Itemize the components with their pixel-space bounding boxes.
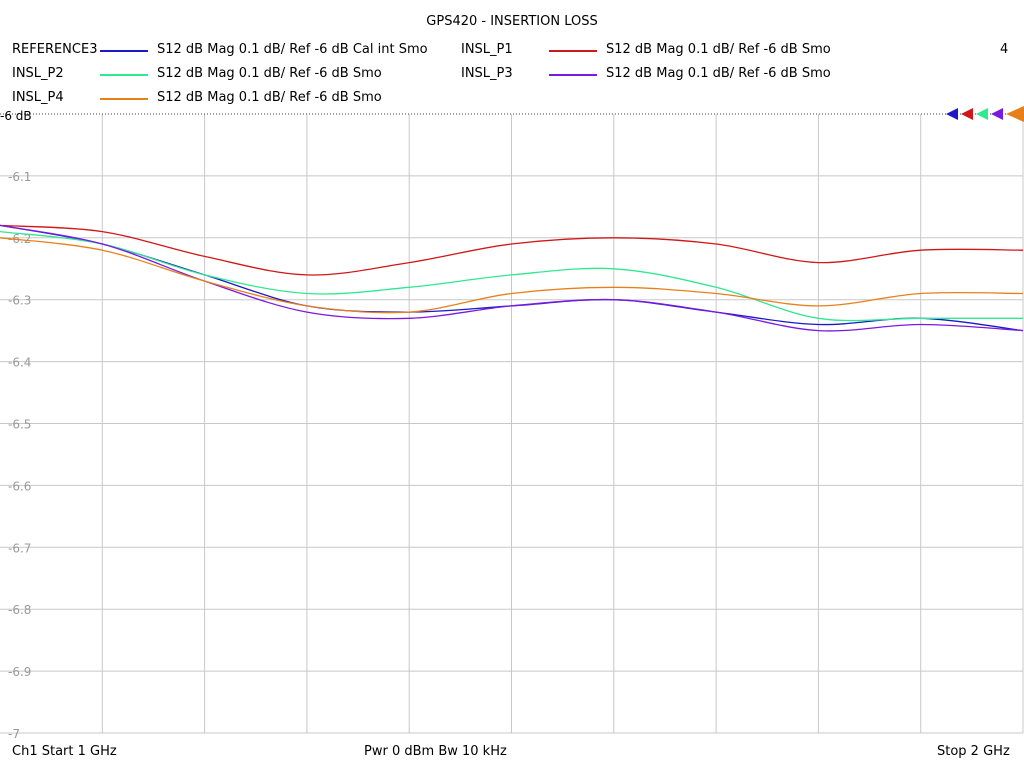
- legend-line-swatch: [549, 74, 597, 76]
- legend-name: INSL_P4: [12, 90, 64, 105]
- series-line-insl-p3: [0, 224, 1024, 332]
- legend-entry-insl-p3[interactable]: INSL_P3 S12 dB Mag 0.1 dB/ Ref -6 dB Smo: [461, 66, 881, 84]
- chart-title: GPS420 - INSERTION LOSS: [426, 14, 598, 29]
- legend-description: S12 dB Mag 0.1 dB/ Ref -6 dB Smo: [157, 90, 382, 105]
- legend-line-swatch: [100, 74, 148, 76]
- y-tick-label: -6.4: [8, 356, 31, 370]
- reference-marker-insl-p4: [1006, 106, 1024, 122]
- y-tick-label: -6.1: [8, 170, 31, 184]
- legend-line-swatch: [549, 50, 597, 52]
- y-tick-label: -6.7: [8, 541, 31, 555]
- legend-description: S12 dB Mag 0.1 dB/ Ref -6 dB Smo: [606, 42, 831, 57]
- footer-stop-frequency: Stop 2 GHz: [937, 744, 1010, 759]
- legend-line-swatch: [100, 50, 148, 52]
- footer-power-bandwidth: Pwr 0 dBm Bw 10 kHz: [364, 744, 507, 759]
- series-line-insl-p4: [0, 237, 1024, 314]
- reference-marker-insl-p2: [976, 108, 988, 120]
- y-tick-label: -6.8: [8, 603, 31, 617]
- y-tick-label: -7: [8, 727, 20, 741]
- legend-entry-insl-p1[interactable]: INSL_P1 S12 dB Mag 0.1 dB/ Ref -6 dB Smo: [461, 42, 881, 60]
- y-tick-label: -6.5: [8, 418, 31, 432]
- legend-description: S12 dB Mag 0.1 dB/ Ref -6 dB Smo: [606, 66, 831, 81]
- y-tick-label: -6.6: [8, 479, 31, 493]
- y-tick-label: -6.9: [8, 665, 31, 679]
- legend-name: INSL_P1: [461, 42, 513, 57]
- y-tick-label: -6 dB: [0, 109, 32, 123]
- reference-marker-reference3: [946, 108, 958, 120]
- legend-entry-insl-p4[interactable]: INSL_P4 S12 dB Mag 0.1 dB/ Ref -6 dB Smo: [12, 90, 452, 108]
- reference-marker-insl-p1: [961, 108, 973, 120]
- legend-name: REFERENCE3: [12, 42, 98, 57]
- legend-name: INSL_P2: [12, 66, 64, 81]
- series-line-insl-p1: [0, 224, 1024, 276]
- legend-entry-reference3[interactable]: REFERENCE3 S12 dB Mag 0.1 dB/ Ref -6 dB …: [12, 42, 452, 60]
- window-number: 4: [1000, 42, 1009, 57]
- legend-description: S12 dB Mag 0.1 dB/ Ref -6 dB Smo: [157, 66, 382, 81]
- y-tick-label: -6.2: [8, 232, 31, 246]
- legend-description: S12 dB Mag 0.1 dB/ Ref -6 dB Cal int Smo: [157, 42, 428, 57]
- legend-entry-insl-p2[interactable]: INSL_P2 S12 dB Mag 0.1 dB/ Ref -6 dB Smo: [12, 66, 452, 84]
- legend-line-swatch: [100, 98, 148, 100]
- legend-name: INSL_P3: [461, 66, 513, 81]
- footer-start-frequency: Ch1 Start 1 GHz: [12, 744, 117, 759]
- reference-marker-insl-p3: [991, 108, 1003, 120]
- series-line-insl-p2: [0, 230, 1023, 322]
- y-tick-label: -6.3: [8, 294, 31, 308]
